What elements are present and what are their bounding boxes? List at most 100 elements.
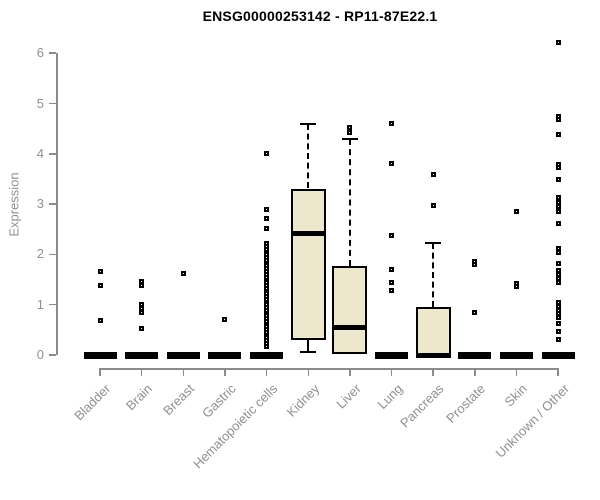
outlier-point — [264, 305, 270, 311]
upper-whisker — [348, 138, 351, 267]
y-tick-label: 2 — [36, 246, 44, 262]
outlier-point — [555, 39, 561, 45]
box-iqr — [290, 188, 326, 340]
outlier-point — [264, 313, 270, 319]
y-tick — [49, 102, 56, 105]
outlier-point — [264, 291, 270, 297]
outlier-point — [555, 272, 561, 278]
outlier-point — [555, 300, 561, 306]
outlier-point — [555, 315, 561, 321]
outlier-point — [555, 200, 561, 206]
upper-whisker-cap — [425, 241, 442, 244]
outlier-point — [264, 294, 270, 300]
outlier-point — [264, 277, 270, 283]
x-tick — [474, 368, 476, 376]
outlier-point — [555, 208, 561, 214]
y-tick-label: 3 — [36, 196, 44, 212]
outlier-point — [264, 332, 270, 338]
outlier-point — [555, 337, 561, 343]
y-tick-label: 1 — [36, 296, 44, 312]
outlier-point — [264, 269, 270, 274]
y-tick — [49, 52, 56, 54]
outlier-point — [180, 271, 186, 276]
outlier-point — [555, 249, 561, 255]
outlier-point — [264, 329, 270, 335]
outlier-point — [389, 266, 395, 272]
outlier-point — [222, 316, 228, 322]
collapsed-box-bar — [375, 351, 409, 359]
outlier-point — [555, 329, 561, 335]
collapsed-box-bar — [541, 351, 575, 359]
outlier-point — [472, 309, 478, 315]
outlier-point — [139, 278, 145, 284]
y-tick-label: 6 — [36, 45, 44, 61]
outlier-point — [264, 274, 270, 280]
outlier-point — [139, 283, 145, 289]
x-tick — [140, 368, 143, 376]
outlier-point — [264, 257, 270, 263]
outlier-point — [264, 296, 270, 302]
x-tick — [557, 368, 559, 376]
y-tick-label: 4 — [36, 145, 44, 161]
collapsed-box-bar — [250, 351, 284, 359]
x-axis-category-label: Unknown / Other — [492, 381, 572, 461]
outlier-point — [555, 307, 561, 313]
x-tick — [390, 368, 393, 376]
outlier-point — [264, 288, 270, 294]
y-tick — [49, 354, 56, 356]
x-axis-category-label: Breast — [159, 381, 197, 419]
outlier-point — [264, 207, 270, 213]
collapsed-box-bar — [500, 351, 533, 359]
lower-whisker — [307, 339, 310, 353]
outlier-point — [139, 325, 145, 331]
outlier-point — [555, 311, 561, 317]
outlier-point — [555, 204, 561, 210]
outlier-point — [472, 262, 478, 268]
outlier-point — [555, 161, 561, 167]
chart-title: ENSG00000253142 - RP11-87E22.1 — [202, 8, 438, 24]
outlier-point — [264, 249, 270, 255]
x-tick — [182, 368, 185, 376]
outlier-point — [389, 279, 395, 285]
outlier-point — [389, 161, 395, 167]
outlier-point — [264, 321, 270, 327]
outlier-point — [264, 244, 270, 250]
outlier-point — [264, 338, 270, 344]
x-tick — [515, 368, 518, 376]
outlier-point — [555, 304, 561, 310]
outlier-point — [389, 288, 395, 294]
outlier-point — [264, 216, 270, 222]
x-axis-category-label: Pancreas — [397, 381, 447, 431]
outlier-point — [264, 340, 270, 346]
outlier-point — [555, 131, 561, 137]
y-tick — [49, 253, 56, 256]
outlier-point — [555, 220, 561, 226]
outlier-point — [139, 301, 145, 307]
outlier-point — [264, 151, 270, 157]
outlier-point — [555, 280, 561, 286]
outlier-point — [97, 283, 103, 289]
outlier-point — [389, 121, 395, 127]
x-tick — [99, 368, 101, 376]
collapsed-box-bar — [166, 351, 200, 359]
lower-whisker-cap — [300, 351, 317, 354]
collapsed-box-bar — [208, 351, 242, 359]
median-line — [415, 352, 451, 358]
outlier-point — [264, 324, 270, 330]
x-tick — [349, 368, 351, 376]
outlier-point — [430, 203, 436, 209]
upper-whisker — [432, 242, 435, 307]
outlier-point — [347, 125, 353, 131]
x-axis-category-label: Skin — [501, 381, 531, 410]
x-axis-line — [99, 368, 560, 370]
outlier-point — [264, 272, 270, 278]
outlier-point — [555, 113, 561, 119]
outlier-point — [264, 343, 270, 349]
outlier-point — [264, 255, 270, 261]
outlier-point — [264, 283, 270, 289]
outlier-point — [264, 307, 270, 313]
outlier-point — [97, 269, 103, 274]
outlier-point — [264, 299, 270, 305]
outlier-point — [264, 260, 270, 266]
x-axis-category-label: Liver — [332, 381, 364, 412]
